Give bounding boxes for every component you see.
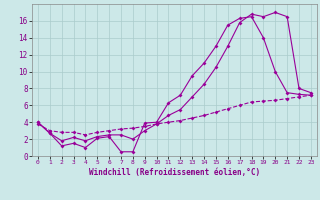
X-axis label: Windchill (Refroidissement éolien,°C): Windchill (Refroidissement éolien,°C) [89, 168, 260, 177]
